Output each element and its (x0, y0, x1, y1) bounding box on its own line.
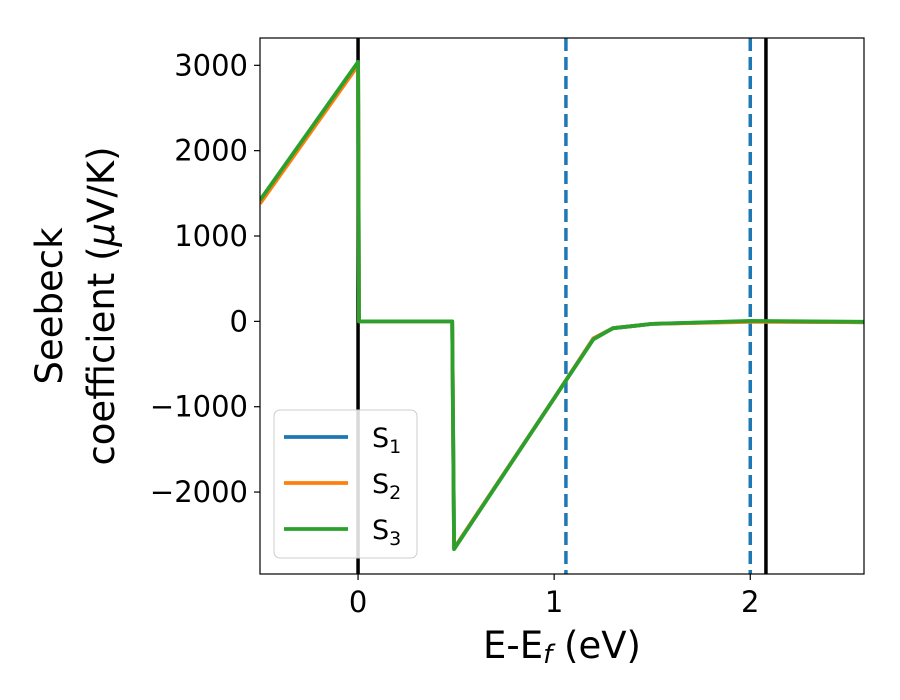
x-axis-ticks: 0 1 2 (349, 574, 759, 619)
y-tick-label: 3000 (174, 48, 248, 82)
y-tick-label: 2000 (174, 134, 248, 168)
plot-frame (259, 37, 865, 575)
y-axis-label: Seebeck coefficient (μV/K) (28, 146, 123, 465)
reference-lines (356, 38, 768, 574)
y-axis-label-line2: coefficient (μV/K) (80, 146, 123, 465)
legend-label-1: S1 (372, 423, 401, 458)
legend-label-2: S2 (372, 469, 401, 504)
y-tick-label: 1000 (174, 219, 248, 253)
y-axis-ticks: −2000 −1000 0 1000 2000 3000 (150, 48, 260, 509)
x-axis-label: E-Ef (eV) (483, 624, 641, 670)
x-tick-label: 2 (741, 585, 759, 619)
legend: S1 S2 S3 (273, 409, 418, 559)
x-tick-label: 0 (349, 585, 367, 619)
y-tick-label: −1000 (150, 390, 248, 424)
legend-label-3: S3 (372, 515, 401, 550)
y-tick-label: −2000 (150, 475, 248, 509)
series-lines (260, 60, 864, 552)
y-axis-label-line1: Seebeck (28, 227, 71, 385)
y-tick-label: 0 (230, 304, 248, 338)
x-tick-label: 1 (545, 585, 563, 619)
series-line-3 (260, 60, 864, 552)
